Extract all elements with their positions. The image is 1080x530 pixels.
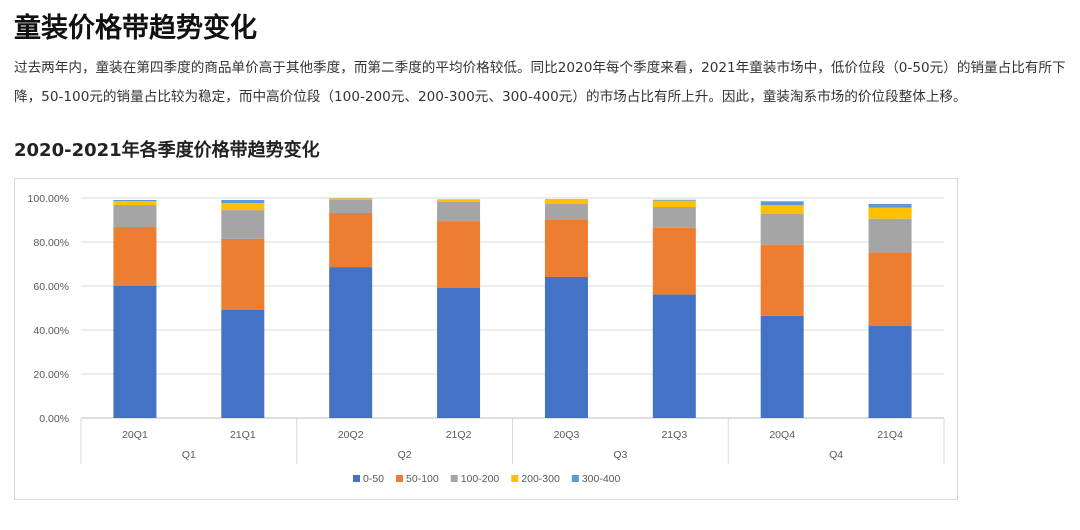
bar-segment-50-100 — [544, 219, 588, 277]
bar-segment-0-50 — [652, 294, 696, 418]
legend-swatch-100-200 — [450, 475, 458, 482]
x-tick-label: 20Q2 — [338, 429, 364, 441]
y-tick-label: 60.00% — [33, 281, 69, 293]
bar-segment-200-300 — [221, 203, 265, 211]
x-tick-label: 21Q1 — [230, 429, 256, 441]
bar-segment-0-50 — [544, 276, 588, 418]
page-title: 童装价格带趋势变化 — [14, 13, 257, 44]
bar-segment-100-200 — [544, 203, 588, 220]
bar-segment-300-400 — [760, 201, 804, 206]
bar-segment-50-100 — [329, 212, 373, 268]
y-tick-label: 0.00% — [39, 413, 69, 425]
legend-label: 100-200 — [461, 473, 500, 485]
legend-label: 200-300 — [521, 473, 560, 485]
bar-segment-0-50 — [221, 309, 265, 418]
bar-segment-200-300 — [113, 201, 157, 206]
chart-heading: 2020-2021年各季度价格带趋势变化 — [14, 140, 320, 161]
bar-segment-0-50 — [437, 287, 481, 418]
group-label: Q2 — [398, 449, 412, 461]
legend-label: 50-100 — [406, 473, 439, 485]
legend-swatch-0-50 — [353, 475, 360, 482]
bar-segment-200-300 — [868, 207, 912, 219]
bar-segment-200-300 — [437, 199, 481, 202]
legend-swatch-50-100 — [396, 475, 404, 482]
bar-segment-300-400 — [652, 199, 696, 201]
x-tick-label: 20Q3 — [554, 429, 580, 441]
bar-segment-50-100 — [652, 227, 696, 295]
group-label: Q4 — [829, 449, 843, 461]
bar-segment-100-200 — [868, 218, 912, 253]
bar-segment-100-200 — [652, 207, 696, 228]
bar-segment-0-50 — [760, 315, 804, 418]
legend-label: 0-50 — [363, 473, 384, 485]
bar-segment-0-50 — [113, 286, 157, 418]
bar-segment-200-300 — [329, 198, 373, 200]
x-tick-label: 21Q3 — [661, 429, 687, 441]
y-tick-label: 20.00% — [33, 369, 69, 381]
x-tick-label: 21Q4 — [877, 429, 903, 441]
group-label: Q3 — [613, 449, 627, 461]
x-tick-label: 20Q4 — [769, 429, 795, 441]
bar-segment-0-50 — [329, 267, 373, 418]
stacked-bar-chart: 0.00% 20.00% 40.00% 60.00% 80.00% 100.00% 20Q1… — [14, 178, 958, 500]
bar-segment-300-400 — [113, 199, 157, 202]
bar-segment-0-50 — [868, 326, 912, 418]
chart-svg: 0.00% 20.00% 40.00% 60.00% 80.00% 100.00% 20Q1… — [28, 193, 945, 485]
bar-segment-50-100 — [437, 221, 481, 288]
bar-segment-300-400 — [868, 203, 912, 208]
bar-segment-50-100 — [221, 238, 265, 310]
legend-swatch-300-400 — [571, 475, 579, 482]
y-tick-label: 40.00% — [33, 325, 69, 337]
bar-segment-100-200 — [221, 210, 265, 239]
bar-segment-50-100 — [868, 252, 912, 327]
bar-segment-50-100 — [760, 244, 804, 316]
bar-segment-100-200 — [437, 201, 481, 222]
bar-segment-200-300 — [652, 200, 696, 208]
bar-segment-200-300 — [760, 205, 804, 214]
x-tick-label: 20Q1 — [122, 429, 148, 441]
group-label: Q1 — [182, 449, 196, 461]
bar-segment-300-400 — [221, 199, 265, 204]
bar-segment-200-300 — [544, 199, 588, 204]
bar-segment-100-200 — [113, 205, 157, 228]
bar-segment-100-200 — [760, 213, 804, 245]
legend-label: 300-400 — [582, 473, 621, 485]
description-paragraph: 过去两年内，童装在第四季度的商品单价高于其他季度，而第二季度的平均价格较低。同比… — [14, 60, 1066, 105]
bar-segment-50-100 — [113, 227, 157, 286]
x-tick-label: 21Q2 — [446, 429, 472, 441]
y-tick-label: 80.00% — [33, 237, 69, 249]
bar-segment-100-200 — [329, 199, 373, 213]
y-tick-label: 100.00% — [28, 193, 69, 205]
legend-swatch-200-300 — [511, 475, 519, 482]
